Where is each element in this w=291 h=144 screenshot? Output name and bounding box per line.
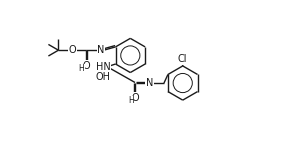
Text: O: O (132, 93, 139, 103)
Text: H: H (128, 96, 134, 105)
Text: O: O (82, 61, 90, 71)
Text: Cl: Cl (178, 54, 187, 64)
Text: H: H (79, 64, 84, 73)
Text: N: N (97, 45, 105, 55)
Text: OH: OH (96, 72, 111, 82)
Text: HN: HN (96, 62, 111, 72)
Text: N: N (146, 78, 153, 88)
Text: O: O (69, 45, 77, 55)
